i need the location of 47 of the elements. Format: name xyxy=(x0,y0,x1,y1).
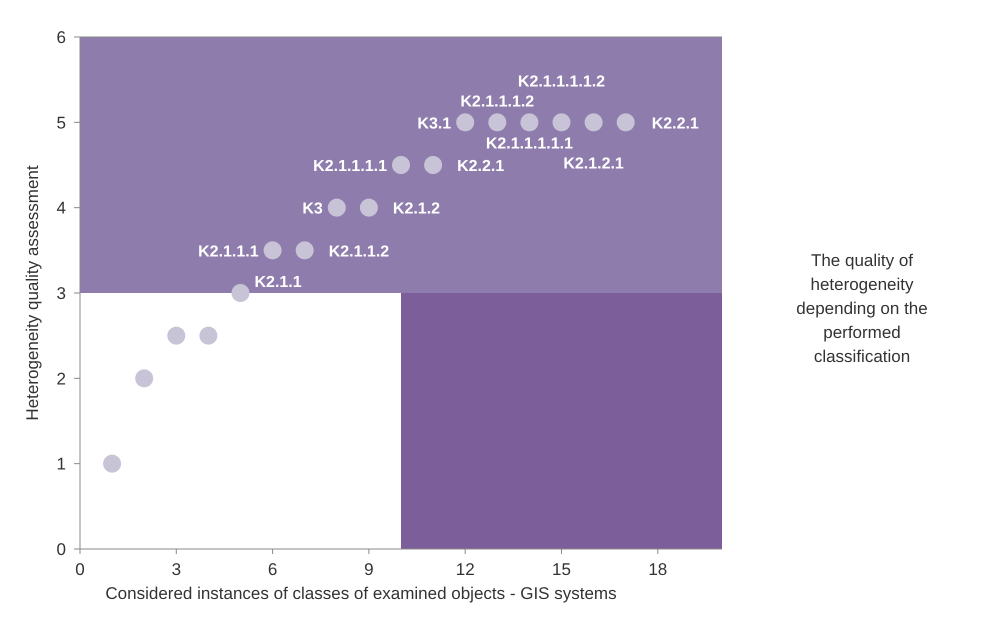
x-tick-label: 12 xyxy=(456,560,475,579)
data-label: K2.1.1.1.2 xyxy=(460,93,534,110)
data-label: K2.1.2 xyxy=(392,200,440,218)
point xyxy=(103,454,122,473)
point xyxy=(520,113,538,132)
data-label: K2.2.1 xyxy=(457,158,504,175)
point xyxy=(199,326,218,345)
data-label: K3.1 xyxy=(417,115,452,132)
data-label: K2.1.1.1 xyxy=(198,243,259,260)
text: The quality of heterogeneity depending on the performed classification xyxy=(796,251,928,366)
data-label: K2.1.1.1.1.2 xyxy=(518,73,606,90)
x-axis-title: Considered instances of classes of examined objects - GIS systems xyxy=(105,584,617,603)
y-tick-label: 3 xyxy=(56,284,66,303)
point xyxy=(264,241,282,260)
x-tick-label: 18 xyxy=(648,560,668,579)
data-label: K3 xyxy=(302,200,323,218)
point xyxy=(552,113,570,132)
x-tick-label: 15 xyxy=(552,560,571,579)
data-label: K2.1.1.1.1.1 xyxy=(486,135,574,152)
data-label: K2.1.2.1 xyxy=(563,155,624,172)
data-label: K2.1.1 xyxy=(254,274,302,291)
y-tick-label: 2 xyxy=(56,369,66,388)
point xyxy=(616,113,635,132)
x-tick-label: 3 xyxy=(172,560,182,579)
point xyxy=(167,326,186,345)
point xyxy=(296,241,314,260)
point xyxy=(584,113,603,132)
y-tick-label: 0 xyxy=(56,540,66,559)
y-axis-title: Heterogeneity quality assessment xyxy=(23,165,42,421)
x-tick-label: 6 xyxy=(268,560,278,579)
y-tick-label: 4 xyxy=(56,198,66,218)
y-tick-label: 6 xyxy=(56,28,66,47)
data-label: K2.1.1.1.1 xyxy=(313,158,388,175)
point xyxy=(392,156,410,174)
point xyxy=(360,198,378,217)
point xyxy=(488,113,506,132)
y-tick-label: 1 xyxy=(56,454,66,474)
point xyxy=(232,284,250,302)
point xyxy=(135,369,154,388)
point xyxy=(328,198,346,217)
x-tick-label: 0 xyxy=(75,560,85,579)
y-tick-label: 5 xyxy=(56,113,66,132)
data-label: K2.2.1 xyxy=(652,115,699,132)
point xyxy=(456,113,474,132)
x-tick-label: 9 xyxy=(364,560,374,579)
data-label: K2.1.1.2 xyxy=(328,243,390,260)
point xyxy=(424,156,442,174)
